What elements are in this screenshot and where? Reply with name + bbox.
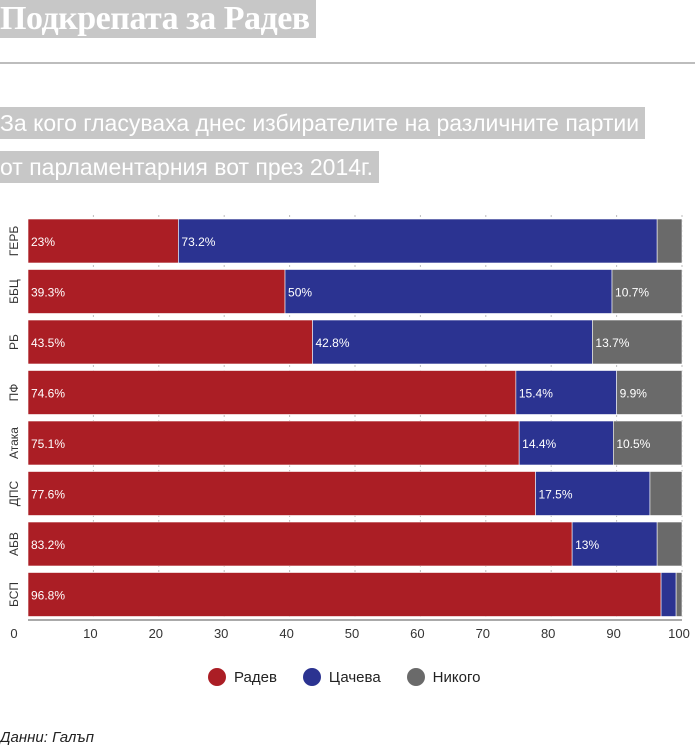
bar-ГЕРБ-Радев xyxy=(27,218,179,264)
x-tick-label: 80 xyxy=(541,626,555,641)
x-tick-label: 20 xyxy=(149,626,163,641)
bar-ПФ-Никого xyxy=(616,370,683,415)
x-tick-label: 50 xyxy=(345,626,359,641)
legend: Радев Цачева Никого xyxy=(208,668,480,686)
bar-ДПС-Радев xyxy=(27,471,536,516)
bar-ББЦ-Никого xyxy=(611,269,683,314)
x-tick-label: 40 xyxy=(279,626,293,641)
bar-РБ-Никого xyxy=(592,319,683,365)
bar-Атака-Радев xyxy=(27,420,520,466)
x-tick-label: 10 xyxy=(83,626,97,641)
x-tick-label: 100 xyxy=(668,626,690,641)
category-label: Атака xyxy=(7,427,21,459)
data-label: 96.8% xyxy=(31,589,65,603)
bar-БСП-Никого xyxy=(675,572,683,617)
data-label: 13.7% xyxy=(595,336,629,350)
bar-РБ-Цачева xyxy=(312,319,593,365)
x-tick-label: 60 xyxy=(410,626,424,641)
data-label: 10.7% xyxy=(615,286,649,300)
x-tick-label: 0 xyxy=(10,626,17,641)
x-tick-label: 70 xyxy=(476,626,490,641)
data-label: 42.8% xyxy=(315,336,349,350)
bar-БСП-Радев xyxy=(27,572,662,617)
category-label: БСП xyxy=(7,582,21,607)
data-label: 23% xyxy=(31,235,55,249)
bar-Атака-Никого xyxy=(613,420,683,466)
stacked-bar-chart: 23% 73.2% ГЕРБ 39.3% 50% 10.7% ББЦ 43.5% 42.8% 13… xyxy=(7,215,690,641)
bar-ДПС-Никого xyxy=(649,471,683,516)
category-label: ГЕРБ xyxy=(7,226,21,257)
legend-label-nobody: Никого xyxy=(432,668,481,686)
subtitle-line-1: За кого гласуваха днес избирателите на р… xyxy=(0,107,646,139)
bar-АБВ-Никого xyxy=(656,521,683,567)
data-source: Данни: Галъп xyxy=(0,729,94,746)
bar-ПФ-Радев xyxy=(27,370,517,415)
legend-item-radev: Радев xyxy=(208,668,277,686)
legend-item-nobody: Никого xyxy=(406,668,481,686)
bar-АБВ-Радев xyxy=(27,521,573,567)
data-label: 50% xyxy=(288,286,312,300)
data-label: 10.5% xyxy=(616,437,650,451)
data-label: 9.9% xyxy=(620,387,648,401)
x-tick-label: 90 xyxy=(606,626,620,641)
chart-title: Подкрепата за Радев xyxy=(0,0,316,38)
legend-label-tsacheva: Цачева xyxy=(328,668,381,686)
data-label: 73.2% xyxy=(181,235,215,249)
legend-swatch-radev xyxy=(208,668,226,686)
x-tick-label: 30 xyxy=(214,626,228,641)
title-divider xyxy=(0,62,695,64)
legend-label-radev: Радев xyxy=(234,668,277,686)
category-label: ДПС xyxy=(7,480,21,506)
category-label: ПФ xyxy=(7,384,21,402)
bar-ПФ-Цачева xyxy=(515,370,617,415)
data-label: 14.4% xyxy=(522,437,556,451)
data-label: 15.4% xyxy=(519,387,553,401)
bar-Атака-Цачева xyxy=(518,420,614,466)
bar-ББЦ-Радев xyxy=(27,269,286,314)
data-label: 77.6% xyxy=(31,488,65,502)
data-label: 13% xyxy=(575,538,599,552)
subtitle-line-2: от парламентарния вот през 2014г. xyxy=(0,151,380,183)
bar-БСП-Цачева xyxy=(660,572,677,617)
data-label: 43.5% xyxy=(31,336,65,350)
legend-swatch-nobody xyxy=(406,668,425,686)
data-label: 17.5% xyxy=(539,488,573,502)
bar-ББЦ-Цачева xyxy=(284,269,613,314)
category-label: АБВ xyxy=(7,532,21,556)
data-label: 83.2% xyxy=(31,538,65,552)
data-label: 39.3% xyxy=(31,286,65,300)
category-label: РБ xyxy=(7,334,21,350)
bar-ГЕРБ-Цачева xyxy=(178,218,658,264)
bar-ДПС-Цачева xyxy=(535,471,651,516)
data-label: 74.6% xyxy=(31,387,65,401)
bar-ГЕРБ-Никого xyxy=(656,218,683,264)
category-label: ББЦ xyxy=(7,279,21,304)
legend-swatch-tsacheva xyxy=(302,668,321,686)
bar-АБВ-Цачева xyxy=(571,521,658,567)
legend-item-tsacheva: Цачева xyxy=(302,668,381,686)
data-label: 75.1% xyxy=(31,437,65,451)
bar-РБ-Радев xyxy=(27,319,313,365)
